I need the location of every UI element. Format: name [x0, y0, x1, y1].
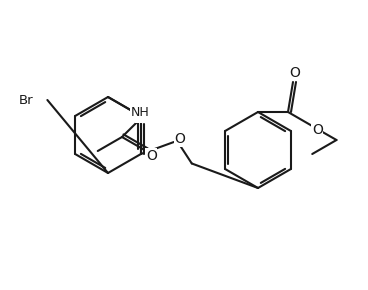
Text: O: O	[312, 123, 323, 137]
Text: O: O	[174, 132, 185, 146]
Text: NH: NH	[131, 106, 150, 119]
Text: Br: Br	[19, 93, 33, 106]
Text: O: O	[290, 66, 300, 80]
Text: O: O	[135, 108, 146, 122]
Text: O: O	[146, 149, 157, 163]
